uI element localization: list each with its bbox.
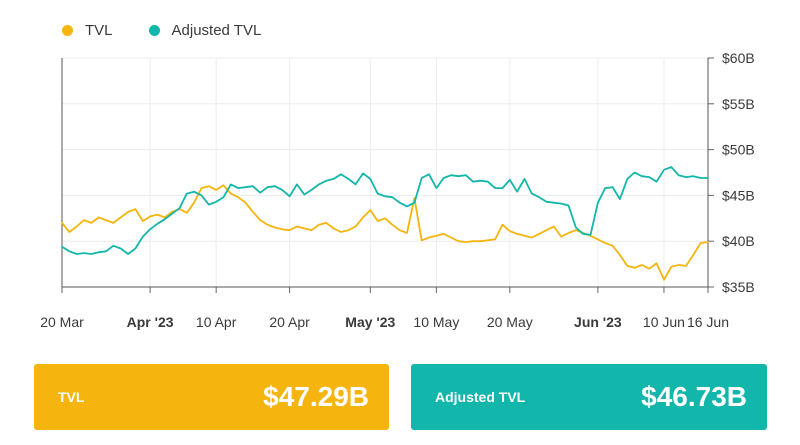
series-line-adjusted-tvl [61, 166, 709, 255]
adjusted-tvl-card-value: $46.73B [641, 381, 747, 412]
adjusted-tvl-card: Adjusted TVL $46.73B [411, 364, 767, 430]
x-tick-label: 10 May [413, 314, 459, 330]
x-tick-label: May '23 [345, 314, 395, 330]
tvl-card-label: TVL [58, 389, 85, 405]
legend-label-tvl: TVL [85, 22, 113, 39]
y-tick-label: $40B [722, 233, 755, 249]
y-tick-label: $45B [722, 187, 755, 203]
legend-item-tvl[interactable]: TVL [62, 22, 113, 39]
x-tick-label: Apr '23 [127, 314, 174, 330]
x-tick-label: 20 Apr [269, 314, 310, 330]
legend-item-adjusted-tvl[interactable]: Adjusted TVL [148, 22, 262, 39]
tvl-line-chart: $35B $40B $45B $50B $55B $60B 20 Mar Apr '23 10 … [40, 50, 755, 330]
legend-label-adjusted-tvl: Adjusted TVL [171, 22, 262, 39]
chart-legend: TVL Adjusted TVL [62, 22, 261, 39]
tvl-card-value: $47.29B [263, 381, 369, 412]
x-tick-label: Jun '23 [574, 314, 622, 330]
x-tick-label: 10 Jun [643, 314, 685, 330]
y-tick-label: $60B [722, 50, 755, 66]
y-tick-label: $50B [722, 142, 755, 158]
x-tick-label: 10 Apr [196, 314, 237, 330]
legend-dot-adjusted-tvl [148, 25, 160, 36]
y-tick-label: $55B [722, 96, 755, 112]
series-line-tvl [61, 184, 709, 281]
tvl-card: TVL $47.29B [34, 364, 389, 430]
legend-dot-tvl [62, 25, 73, 36]
x-tick-label: 20 Mar [40, 314, 84, 330]
adjusted-tvl-card-label: Adjusted TVL [435, 389, 526, 405]
x-tick-label: 16 Jun [687, 314, 729, 330]
x-tick-label: 20 May [487, 314, 533, 330]
y-tick-label: $35B [722, 279, 755, 295]
